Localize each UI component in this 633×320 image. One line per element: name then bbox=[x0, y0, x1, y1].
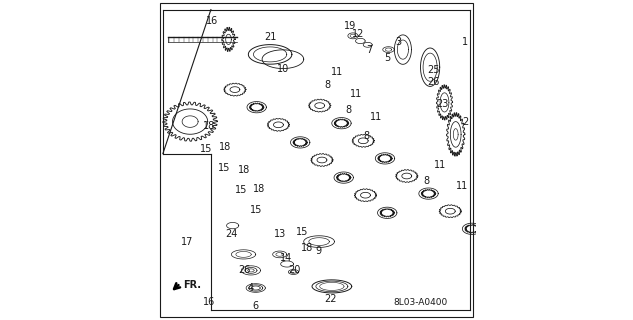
Text: 9: 9 bbox=[315, 246, 321, 256]
Text: 14: 14 bbox=[280, 252, 292, 263]
Text: 11: 11 bbox=[434, 160, 446, 170]
Text: 18: 18 bbox=[239, 164, 251, 175]
Text: 8: 8 bbox=[325, 80, 331, 90]
Text: 22: 22 bbox=[325, 294, 337, 304]
Text: 8: 8 bbox=[346, 105, 351, 116]
Text: 8: 8 bbox=[363, 131, 369, 141]
Text: 15: 15 bbox=[200, 144, 212, 154]
Text: 21: 21 bbox=[264, 32, 276, 42]
Text: 10: 10 bbox=[277, 64, 289, 74]
Text: 24: 24 bbox=[225, 228, 238, 239]
Text: 11: 11 bbox=[370, 112, 382, 122]
Text: 8: 8 bbox=[424, 176, 430, 186]
Text: 18: 18 bbox=[253, 184, 265, 194]
Text: 26: 26 bbox=[238, 265, 251, 276]
Text: 17: 17 bbox=[180, 236, 193, 247]
Text: 6: 6 bbox=[253, 300, 259, 311]
Text: 15: 15 bbox=[218, 163, 230, 173]
Text: 2: 2 bbox=[462, 116, 468, 127]
Text: 13: 13 bbox=[273, 228, 286, 239]
Text: 11: 11 bbox=[456, 180, 468, 191]
Text: 15: 15 bbox=[296, 227, 308, 237]
Text: 15: 15 bbox=[235, 185, 248, 196]
Text: 20: 20 bbox=[288, 265, 300, 276]
Text: 18: 18 bbox=[219, 142, 232, 152]
Text: 7: 7 bbox=[366, 44, 372, 55]
Text: 23: 23 bbox=[437, 99, 449, 109]
Text: 11: 11 bbox=[331, 67, 344, 77]
Text: 4: 4 bbox=[248, 283, 254, 293]
Text: 16: 16 bbox=[206, 16, 218, 26]
Text: 15: 15 bbox=[249, 204, 262, 215]
Text: FR.: FR. bbox=[183, 280, 201, 290]
Text: 18: 18 bbox=[203, 121, 215, 132]
Text: 8L03-A0400: 8L03-A0400 bbox=[393, 298, 448, 307]
Text: 1: 1 bbox=[462, 36, 468, 47]
Text: 11: 11 bbox=[351, 89, 363, 100]
Text: 26: 26 bbox=[427, 76, 439, 87]
Text: 25: 25 bbox=[427, 65, 439, 76]
Text: 3: 3 bbox=[395, 36, 401, 47]
Text: 18: 18 bbox=[301, 243, 313, 253]
Text: 12: 12 bbox=[352, 28, 364, 39]
Text: 19: 19 bbox=[344, 20, 356, 31]
Text: 16: 16 bbox=[203, 297, 215, 308]
Text: 5: 5 bbox=[384, 52, 390, 63]
